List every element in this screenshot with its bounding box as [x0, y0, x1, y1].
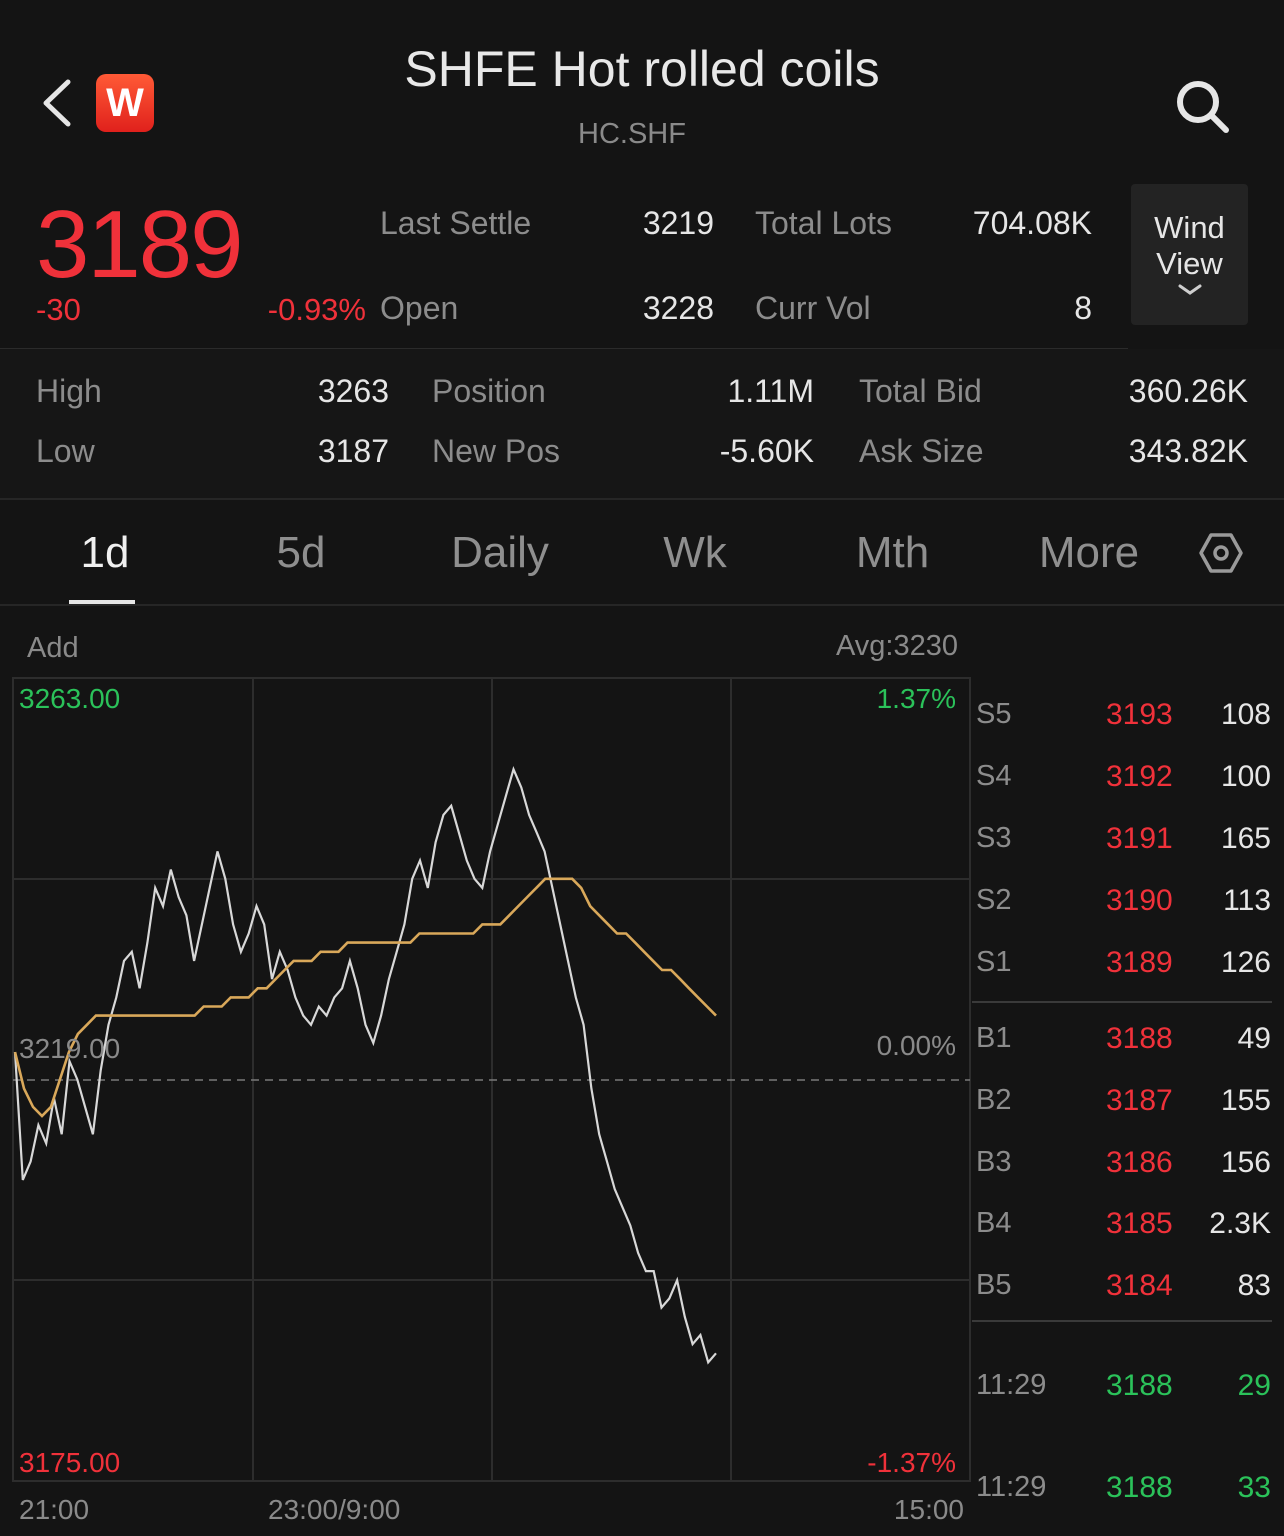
bid-level-label: B4	[976, 1207, 1012, 1239]
tab-5d[interactable]: 5d	[276, 528, 326, 577]
price-line	[13, 766, 717, 1365]
order-book-divider	[972, 1001, 1272, 1003]
tab-wk[interactable]: Wk	[663, 528, 727, 577]
pct-axis-reference: 0.00%	[877, 1030, 956, 1061]
page-title: SHFE Hot rolled coils	[404, 41, 880, 97]
trade-price: 3188	[1106, 1471, 1173, 1504]
ask-size: 113	[1223, 884, 1271, 917]
back-arrow-icon[interactable]	[38, 78, 78, 128]
avg-price-label: Avg:3230	[835, 630, 958, 662]
bid-price: 3184	[1106, 1269, 1173, 1302]
bid-price: 3185	[1106, 1207, 1173, 1240]
new-pos-label: New Pos	[432, 433, 561, 469]
search-icon[interactable]	[1172, 76, 1232, 136]
bid-size: 2.3K	[1209, 1207, 1271, 1240]
ask-size: 100	[1220, 760, 1271, 793]
open-label: Open	[380, 290, 459, 326]
ask-price: 3189	[1106, 946, 1173, 979]
ask-size: 165	[1220, 822, 1271, 855]
intraday-chart[interactable]: 3263.00 3219.00 3175.00 1.37% 0.00% -1.3…	[0, 660, 1284, 1536]
bid-level-label: B1	[976, 1022, 1012, 1054]
last-price: 3189	[36, 191, 244, 298]
divider	[0, 348, 1128, 349]
bid-size: 83	[1237, 1269, 1271, 1302]
wind-view-label-2: View	[1156, 246, 1223, 281]
low-value: 3187	[317, 433, 389, 469]
trade-size: 33	[1237, 1471, 1271, 1504]
ask-price: 3191	[1106, 822, 1173, 855]
total-bid-value: 360.26K	[1128, 373, 1248, 409]
ask-level-label: S5	[976, 698, 1012, 730]
ask-price: 3193	[1106, 698, 1173, 731]
bid-level-label: B3	[976, 1146, 1012, 1178]
new-pos-value: -5.60K	[719, 433, 814, 469]
chevron-down-icon	[1178, 284, 1201, 295]
trade-price: 3188	[1106, 1369, 1173, 1402]
ask-size: 126	[1220, 946, 1271, 979]
position-value: 1.11M	[727, 373, 814, 409]
tab-mth[interactable]: Mth	[855, 528, 930, 577]
active-tab-indicator	[69, 600, 135, 604]
x-axis-start: 21:00	[19, 1494, 89, 1525]
ask-price: 3190	[1106, 884, 1173, 917]
pct-axis-max: 1.37%	[877, 683, 956, 714]
ask-size-value: 343.82K	[1128, 433, 1248, 469]
y-axis-max: 3263.00	[19, 683, 120, 714]
trade-time: 11:29	[976, 1471, 1047, 1503]
last-settle-value: 3219	[642, 205, 714, 241]
trade-size: 29	[1237, 1369, 1271, 1402]
pct-axis-min: -1.37%	[867, 1447, 956, 1478]
x-axis-mid: 23:00/9:00	[268, 1494, 400, 1525]
open-value: 3228	[642, 290, 714, 326]
y-axis-reference: 3219.00	[19, 1033, 120, 1064]
price-change-percent: -0.93%	[267, 292, 366, 327]
price-change: -30	[36, 292, 81, 327]
tab-more[interactable]: More	[1038, 528, 1140, 577]
ask-level-label: S1	[976, 946, 1012, 978]
ask-size: 108	[1220, 698, 1271, 731]
ask-size-label: Ask Size	[859, 433, 984, 469]
low-label: Low	[36, 433, 95, 469]
bid-size: 156	[1220, 1146, 1271, 1179]
total-lots-label: Total Lots	[755, 205, 892, 241]
ask-level-label: S3	[976, 822, 1012, 854]
wind-view-label-1: Wind	[1154, 210, 1225, 245]
y-axis-min: 3175.00	[19, 1447, 120, 1478]
tab-1d[interactable]: 1d	[80, 528, 130, 577]
x-axis-end: 15:00	[894, 1494, 964, 1525]
instrument-code: HC.SHF	[578, 118, 686, 150]
divider	[0, 604, 1284, 606]
trade-time: 11:29	[976, 1369, 1047, 1401]
ask-level-label: S2	[976, 884, 1012, 916]
settings-hexagon-icon[interactable]	[1198, 530, 1244, 576]
chart-grid	[12, 677, 971, 1482]
order-book-divider	[972, 1320, 1272, 1322]
curr-vol-label: Curr Vol	[755, 290, 871, 326]
total-bid-label: Total Bid	[859, 373, 982, 409]
bid-size: 49	[1237, 1022, 1271, 1055]
add-indicator-button[interactable]: Add	[27, 632, 79, 664]
bid-size: 155	[1220, 1084, 1271, 1117]
bid-level-label: B2	[976, 1084, 1012, 1116]
bid-level-label: B5	[976, 1269, 1012, 1301]
bid-price: 3186	[1106, 1146, 1173, 1179]
high-label: High	[36, 373, 102, 409]
tab-daily[interactable]: Daily	[451, 528, 549, 577]
avg-price-line	[13, 877, 717, 1118]
high-value: 3263	[317, 373, 389, 409]
ask-price: 3192	[1106, 760, 1173, 793]
position-label: Position	[432, 373, 546, 409]
header: W SHFE Hot rolled coils HC.SHF	[0, 0, 1284, 175]
bid-price: 3188	[1106, 1022, 1173, 1055]
curr-vol-value: 8	[1074, 290, 1092, 326]
last-settle-label: Last Settle	[380, 205, 532, 241]
divider	[0, 498, 1284, 500]
bid-price: 3187	[1106, 1084, 1173, 1117]
ask-level-label: S4	[976, 760, 1012, 792]
wind-logo-icon[interactable]: W	[96, 74, 154, 132]
total-lots-value: 704.08K	[972, 205, 1092, 241]
stats-panel	[0, 349, 1284, 499]
wind-view-button[interactable]: Wind View	[1131, 184, 1248, 325]
